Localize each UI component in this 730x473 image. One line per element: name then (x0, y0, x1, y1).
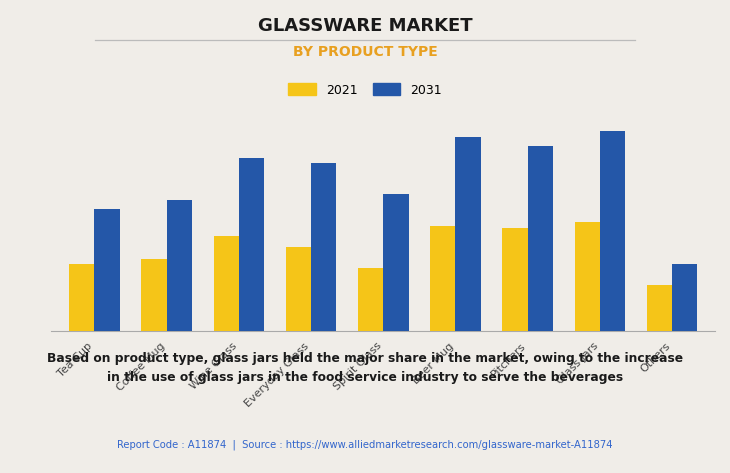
Text: BY PRODUCT TYPE: BY PRODUCT TYPE (293, 45, 437, 59)
Bar (311, 163, 337, 331)
Bar (383, 194, 409, 331)
Bar (285, 247, 311, 331)
Text: Report Code : A11874  |  Source : https://www.alliedmarketresearch.com/glassware: Report Code : A11874 | Source : https://… (118, 440, 612, 450)
Bar (528, 146, 553, 331)
Legend: 2021, 2031: 2021, 2031 (285, 79, 445, 100)
Bar (575, 221, 600, 331)
Text: Based on product type, glass jars held the major share in the market, owing to t: Based on product type, glass jars held t… (47, 352, 683, 385)
Bar (672, 263, 697, 331)
Bar (647, 285, 672, 331)
Bar (94, 209, 120, 331)
Bar (358, 268, 383, 331)
Bar (214, 236, 239, 331)
Bar (600, 131, 625, 331)
Bar (239, 158, 264, 331)
Text: GLASSWARE MARKET: GLASSWARE MARKET (258, 17, 472, 35)
Bar (502, 228, 528, 331)
Bar (69, 263, 94, 331)
Bar (142, 260, 166, 331)
Bar (430, 226, 456, 331)
Bar (456, 137, 481, 331)
Bar (166, 201, 192, 331)
